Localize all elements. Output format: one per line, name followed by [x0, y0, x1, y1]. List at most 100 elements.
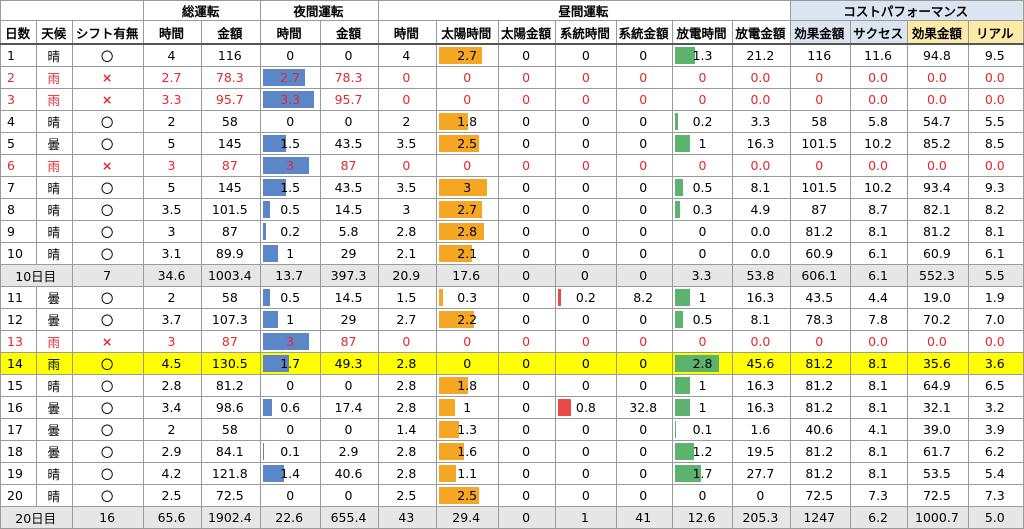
cell-days: 16 [0, 396, 38, 419]
col-days: 日数 [0, 20, 38, 45]
cell-effect-amount-real: 0.0 [907, 330, 969, 353]
cell-effect-amount: 78.3 [789, 308, 851, 331]
value-bar [262, 289, 271, 306]
cell-weather: 晴 [36, 198, 74, 221]
bar-value: 1.7 [280, 356, 301, 371]
cell-day-hours: 1.4 [378, 418, 437, 441]
cell-total-amount: 58 [201, 110, 261, 133]
subtotal-cell: 205.3 [732, 506, 791, 529]
cell-total-hours: 3.1 [142, 242, 203, 265]
cell-night-hours: 2.7 [259, 66, 321, 89]
cell-night-hours: 0 [259, 418, 321, 441]
cell-shift: 〇 [72, 43, 144, 67]
cell-shift: 〇 [72, 352, 144, 375]
subtotal-cell: 13.7 [259, 264, 321, 287]
subtotal-cell: 1247 [789, 506, 851, 529]
cell-weather: 晴 [36, 462, 74, 485]
cell-day-hours: 2.5 [378, 484, 437, 507]
cell-effect-amount-real: 60.9 [907, 242, 969, 265]
value-bar [262, 69, 305, 86]
cell-solar-amount: 0 [497, 418, 557, 441]
bar-value: 1.1 [457, 466, 478, 481]
cell-success: 8.1 [849, 352, 909, 375]
cell-grid-amount: 0 [615, 374, 673, 397]
cell-effect-amount-real: 0.0 [907, 88, 969, 111]
value-bar [438, 465, 457, 482]
cell-real: 9.3 [967, 176, 1024, 199]
cell-success: 7.3 [849, 484, 909, 507]
cell-night-amount: 87 [319, 154, 380, 177]
cell-grid-hours: 0.8 [555, 396, 617, 419]
col-total-hours: 時間 [142, 20, 203, 45]
cell-days: 7 [0, 176, 38, 199]
cell-real: 9.5 [967, 43, 1024, 67]
bar-value: 1.7 [692, 466, 713, 481]
cell-discharge-amount: 45.6 [732, 352, 791, 375]
value-bar [438, 289, 444, 306]
cell-days: 20 [0, 484, 38, 507]
bar-value: 2.2 [457, 312, 478, 327]
cell-weather: 曇 [36, 440, 74, 463]
cell-weather: 曇 [36, 396, 74, 419]
cell-real: 5.4 [967, 462, 1024, 485]
cell-effect-amount-real: 70.2 [907, 308, 969, 331]
col-grid-amount: 系統金額 [615, 20, 673, 45]
cell-total-amount: 78.3 [201, 66, 261, 89]
col-shift: シフト有無 [72, 20, 144, 45]
value-bar [674, 179, 683, 196]
subtotal-cell: 12.6 [671, 506, 734, 529]
cell-discharge-amount: 4.9 [732, 198, 791, 221]
cell-solar-amount: 0 [497, 352, 557, 375]
cell-effect-amount-real: 53.5 [907, 462, 969, 485]
value-bar [262, 157, 310, 174]
subtotal-row: 10日目 7 34.6 1003.4 13.7 397.3 20.9 17.6 0 0 0 3.3 53… [0, 264, 1024, 287]
cell-total-hours: 2 [142, 110, 203, 133]
cell-night-hours: 3 [259, 154, 321, 177]
value-bar [262, 91, 314, 108]
col-success: サクセス [849, 20, 909, 45]
cell-solar-hours: 2.8 [435, 220, 499, 243]
bar-value: 0.5 [280, 290, 301, 305]
day-row: 2 雨 × 2.7 78.3 2.7 78.3 0 0 0 0 0 0 0.0 0 0.0 0.0 0.0 [0, 66, 1024, 89]
cell-success: 8.1 [849, 440, 909, 463]
cell-days: 1 [0, 43, 38, 67]
bar-value: 2.7 [280, 70, 301, 85]
cell-solar-hours: 1 [435, 396, 499, 419]
subtotal-cell: 7 [72, 264, 144, 287]
subtotal-label: 10日目 [0, 264, 74, 287]
cell-shift: 〇 [72, 308, 144, 331]
bar-value: 0 [463, 356, 472, 371]
cell-weather: 曇 [36, 286, 74, 309]
cell-solar-hours: 2.1 [435, 242, 499, 265]
cell-discharge-amount: 0 [732, 484, 791, 507]
bar-value: 0.8 [575, 400, 596, 415]
cell-real: 3.6 [967, 352, 1024, 375]
cell-shift: × [72, 88, 144, 111]
subtotal-cell: 22.6 [259, 506, 321, 529]
cell-solar-amount: 0 [497, 88, 557, 111]
day-row: 9 晴〇 3 87 0.2 5.8 2.8 2.8 0 0 0 0 0.0 81.2 8.1 81.2 8.1 [0, 220, 1024, 243]
cell-real: 0.0 [967, 154, 1024, 177]
bar-value: 0 [581, 444, 590, 459]
cell-discharge-hours: 1.3 [671, 43, 734, 67]
cell-total-hours: 2.5 [142, 484, 203, 507]
col-grid-hours: 系統時間 [555, 20, 617, 45]
cell-weather: 曇 [36, 418, 74, 441]
bar-value: 0 [581, 92, 590, 107]
bar-value: 1 [286, 246, 295, 261]
cell-grid-amount: 0 [615, 220, 673, 243]
bar-value: 1.6 [457, 444, 478, 459]
cell-day-hours: 0 [378, 88, 437, 111]
bar-value: 1 [463, 400, 472, 415]
cell-total-amount: 145 [201, 132, 261, 155]
cell-grid-hours: 0 [555, 154, 617, 177]
cell-night-amount: 43.5 [319, 132, 380, 155]
cell-discharge-amount: 27.7 [732, 462, 791, 485]
bar-value: 0.5 [280, 202, 301, 217]
subtotal-cell: 43 [378, 506, 437, 529]
cell-effect-amount: 81.2 [789, 352, 851, 375]
subtotal-cell: 1902.4 [201, 506, 261, 529]
cell-real: 3.2 [967, 396, 1024, 419]
cell-shift: 〇 [72, 242, 144, 265]
value-bar [674, 399, 691, 416]
